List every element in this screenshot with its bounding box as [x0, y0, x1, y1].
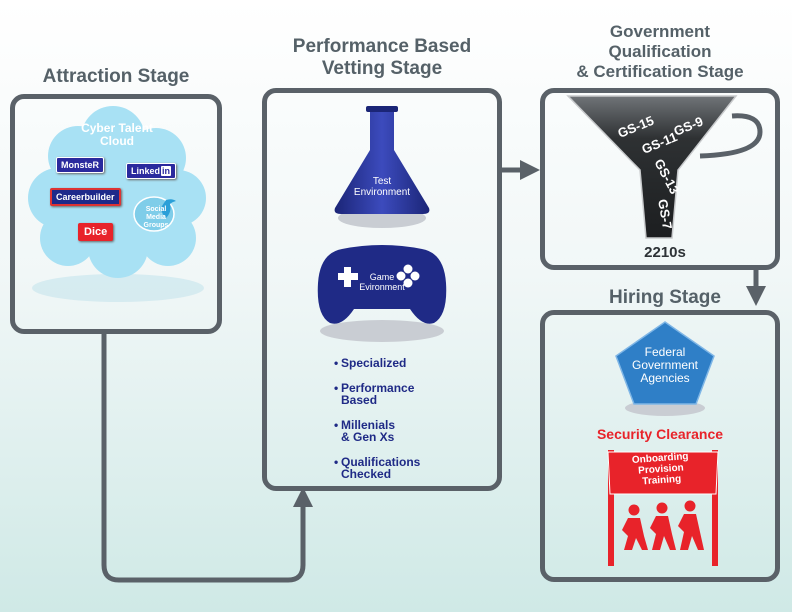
- hiring-stage-title: Hiring Stage: [609, 287, 721, 308]
- government-stage-title: Government Qualification & Certification…: [576, 22, 744, 81]
- series-label: 2210s: [644, 244, 686, 261]
- security-clearance-label: Security Clearance: [596, 426, 724, 442]
- vetting-stage-title: Performance Based Vetting Stage: [292, 36, 472, 79]
- test-environment-label: Test Environment: [353, 176, 411, 198]
- attraction-stage-title: Attraction Stage: [42, 66, 190, 87]
- linkedin-logo: Linked in: [126, 163, 177, 179]
- vetting-stage-panel: [262, 88, 502, 491]
- social-media-bird-icon: [133, 196, 176, 232]
- qualification-funnel: GS-15 GS-9 GS-11 GS-13 GS-7: [566, 95, 763, 239]
- careerbuilder-logo: Careerbuilder: [50, 188, 121, 206]
- onboarding-sign-icon: [607, 450, 719, 566]
- game-environment-label: Game Evironment: [359, 272, 405, 292]
- arrow-attraction-to-vetting: [101, 334, 313, 583]
- social-media-groups-label: Social Media Groups: [143, 206, 169, 229]
- attraction-stage-panel: [10, 94, 222, 334]
- test-flask-icon: [334, 106, 430, 228]
- monster-logo: MonsteR: [56, 157, 104, 173]
- agency-label: Federal Government Agencies: [631, 345, 699, 385]
- agency-pentagon-icon: [615, 321, 715, 416]
- hiring-stage-panel: [540, 310, 780, 582]
- bullet-item: • Performance Based: [334, 381, 415, 407]
- game-controller-icon: [317, 245, 447, 342]
- vetting-bullet-list: • Specialized • Performance Based • Millenia…: [334, 357, 454, 493]
- dice-logo: Dice: [78, 223, 114, 241]
- onboarding-sign-text: Onboarding Provision Training: [631, 451, 689, 488]
- government-stage-panel: [540, 88, 780, 270]
- bullet-item: • Specialized: [334, 356, 407, 370]
- grade-label: GS-7: [655, 198, 675, 230]
- cloud-title: Cyber Talent Cloud: [81, 121, 153, 148]
- bullet-item: • Qualifications Checked: [334, 455, 421, 481]
- bullet-item: • Millenials & Gen Xs: [334, 418, 396, 444]
